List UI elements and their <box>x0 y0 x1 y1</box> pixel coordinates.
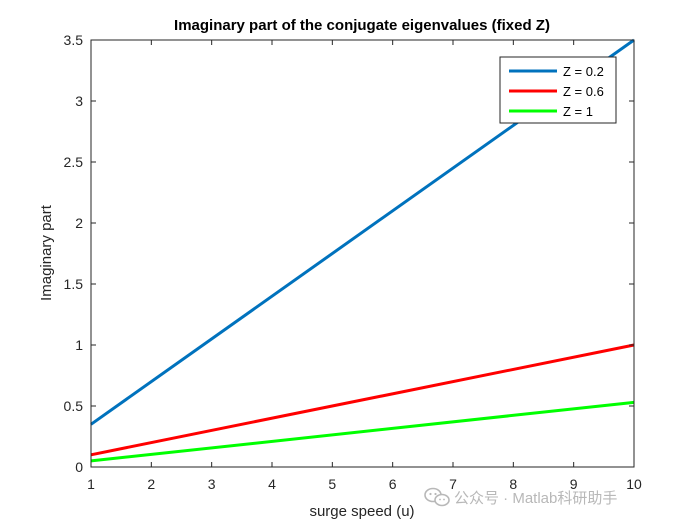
watermark: 公众号 · Matlab科研助手 <box>424 487 617 507</box>
legend: Z = 0.2 Z = 0.6 Z = 1 <box>499 56 617 124</box>
axes-box <box>90 39 635 468</box>
legend-label-1: Z = 0.2 <box>563 64 604 79</box>
x-tick-label: 8 <box>509 476 517 492</box>
y-tick-label: 2.5 <box>64 154 84 170</box>
x-tick-label: 4 <box>268 476 276 492</box>
x-tick-label: 10 <box>626 476 642 492</box>
legend-label-3: Z = 1 <box>563 104 593 119</box>
y-tick-label: 3.5 <box>64 32 84 48</box>
y-tick-label: 2 <box>75 215 83 231</box>
x-tick-label: 6 <box>389 476 397 492</box>
ticks-layer: 1 2 3 4 5 6 7 8 9 10 0 0.5 1 1.5 2 2.5 3 3.5 <box>64 32 642 492</box>
y-tick-label: 1 <box>75 337 83 353</box>
chart-title: Imaginary part of the conjugate eigenval… <box>174 17 550 34</box>
x-tick-label: 9 <box>570 476 578 492</box>
watermark-text: 公众号 · Matlab科研助手 <box>454 490 617 507</box>
y-tick-label: 1.5 <box>64 276 84 292</box>
wechat-icon <box>424 487 450 507</box>
x-axis-label: surge speed (u) <box>309 503 414 520</box>
series-line-2 <box>90 343 635 457</box>
y-axis-label: Imaginary part <box>38 204 55 301</box>
x-tick-label: 3 <box>208 476 216 492</box>
y-tick-label: 0.5 <box>64 398 84 414</box>
x-tick-label: 7 <box>449 476 457 492</box>
x-tick-label: 2 <box>147 476 155 492</box>
legend-items: Z = 0.2 Z = 0.6 Z = 1 <box>509 64 604 119</box>
x-tick-label: 5 <box>328 476 336 492</box>
y-tick-label: 0 <box>75 459 83 475</box>
series-line-3 <box>90 400 635 463</box>
legend-label-2: Z = 0.6 <box>563 84 604 99</box>
x-tick-label: 1 <box>87 476 95 492</box>
y-tick-label: 3 <box>75 93 83 109</box>
